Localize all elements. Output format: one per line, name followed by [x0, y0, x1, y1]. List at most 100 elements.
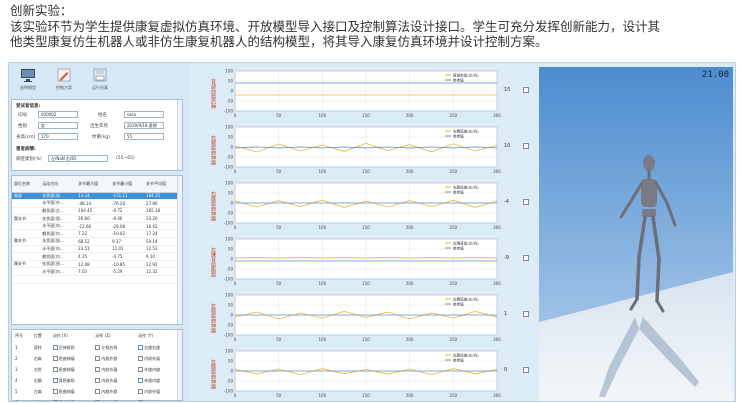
chart-toggle-checkbox[interactable]	[523, 311, 529, 317]
y-tick-label: -50	[226, 323, 233, 328]
table-cell	[12, 275, 41, 284]
action-checkbox-cell[interactable]: 内收外展	[92, 397, 135, 401]
chart-toggle-checkbox[interactable]	[523, 143, 529, 149]
disease-field[interactable]: 左/NaN 右/85	[48, 155, 108, 162]
action-checkbox-cell[interactable]: 屈曲伸展	[50, 397, 93, 402]
simulation-3d-view[interactable]: 21.00	[539, 67, 733, 401]
joint-angle-panel: 部位名称 运动方向 关节最大值 关节最小值 关节平均值 肩部 矢状面(屈... 13…	[11, 175, 183, 325]
action-scrollbar[interactable]	[177, 330, 182, 400]
action-checkbox-cell[interactable]: 外旋内旋	[135, 364, 178, 375]
legend-label: 参考值	[453, 246, 464, 251]
action-checkbox-cell[interactable]: 后伸前屈	[50, 342, 93, 353]
x-tick-label: 250	[450, 281, 458, 286]
id-field[interactable]: 000002	[38, 111, 78, 118]
y-tick-label: 50	[228, 191, 234, 196]
checkbox[interactable]	[52, 400, 58, 401]
checkbox[interactable]	[138, 367, 144, 372]
checkbox-label: 内收外展	[144, 355, 161, 361]
checkbox[interactable]	[52, 345, 58, 350]
checkbox[interactable]	[95, 400, 101, 401]
action-table: 序号 位置 动作 (X) 动作 (Z) 动作 (Y) 1 背柱 后伸前屈 左倾右倾 左旋…	[12, 330, 178, 402]
chart-toggle-checkbox[interactable]	[523, 255, 529, 261]
table-row[interactable]: 髋关节 矢状面(屈... 26.60 -6.66 33.26	[12, 214, 178, 223]
current-value: 15	[504, 87, 511, 93]
table-cell: 踝关节	[12, 260, 41, 269]
x-tick-label: 50	[276, 113, 282, 118]
table-row[interactable]: 额状面(内... 7.22 -10.02 17.24	[12, 229, 178, 239]
subject-info-title: 受试者信息:	[16, 104, 41, 109]
table-row[interactable]: 水平面(外... -48.14 -76.20 27.86	[12, 199, 178, 208]
checkbox[interactable]	[52, 367, 58, 372]
table-row[interactable]: 额状面(内... 4.35 -4.75 9.10	[12, 252, 178, 261]
checkbox[interactable]	[138, 356, 144, 361]
table-cell	[76, 275, 111, 284]
action-checkbox-cell[interactable]: 屈曲伸展	[50, 353, 93, 364]
checkbox[interactable]	[52, 378, 58, 383]
action-checkbox-cell[interactable]: 内旋外旋	[92, 386, 135, 397]
table-row[interactable]: 水平面(内... 23.51 11.01 12.53	[12, 245, 178, 254]
table-row[interactable]: 额状面(左... 164.45 -0.72 165.18	[12, 207, 178, 216]
checkbox[interactable]	[138, 378, 144, 383]
checkbox[interactable]	[138, 389, 144, 394]
run-simulation-button[interactable]: 运行仿真	[85, 65, 115, 95]
checkbox-label: 屈曲伸展	[58, 399, 75, 402]
row-index: 6	[12, 397, 31, 401]
action-checkbox-cell[interactable]: 屈曲伸展	[50, 364, 93, 375]
checkbox[interactable]	[52, 356, 58, 361]
action-checkbox-cell[interactable]: 内收外展	[135, 353, 178, 364]
action-checkbox-cell[interactable]: 屈曲伸展	[50, 386, 93, 397]
action-checkbox-cell[interactable]: 内收外展	[135, 386, 178, 397]
checkbox[interactable]	[95, 378, 101, 383]
table-row[interactable]: 肩部 矢状面(屈... 13.24 -151.11 164.35	[12, 192, 178, 201]
checkbox[interactable]	[138, 345, 144, 350]
subject-scrollbar[interactable]	[177, 100, 182, 170]
table-row[interactable]	[12, 275, 178, 284]
checkbox[interactable]	[138, 400, 144, 401]
action-checkbox-cell[interactable]: 外旋内旋	[135, 375, 178, 386]
table-cell: 165.18	[144, 207, 178, 216]
name-field[interactable]: sasa	[124, 111, 164, 118]
checkbox[interactable]	[52, 389, 58, 394]
row-position: 左肘	[33, 399, 42, 402]
table-cell: 11.01	[110, 245, 145, 254]
table-row[interactable]: 膝关节 矢状面(屈... 68.52 9.37 59.14	[12, 237, 178, 246]
table-cell: 26.60	[76, 214, 111, 223]
birth-field[interactable]: 2020/9/18 星期	[124, 122, 164, 129]
checkbox[interactable]	[95, 367, 101, 372]
action-checkbox-cell[interactable]: 内旋外旋	[92, 353, 135, 364]
row-index: 1	[15, 345, 18, 350]
chart-toggle-checkbox[interactable]	[523, 199, 529, 205]
table-cell	[40, 275, 77, 284]
y-tick-label: -50	[226, 379, 233, 384]
id-label: ID号	[18, 113, 28, 118]
x-tick-label: 300	[493, 393, 501, 398]
checkbox[interactable]	[95, 389, 101, 394]
joint-scrollbar[interactable]	[177, 176, 182, 324]
table-cell: 164.45	[76, 207, 111, 216]
action-checkbox-cell[interactable]: 背屈掌屈	[50, 375, 93, 386]
action-checkbox-cell[interactable]: 内收外展	[92, 364, 135, 375]
current-value: -9	[504, 255, 509, 261]
weight-field[interactable]: 55	[124, 133, 164, 140]
checkbox[interactable]	[95, 345, 101, 350]
y-tick-label: 0	[230, 313, 233, 318]
legend-label: 右膝屈曲(左/右)	[453, 185, 479, 190]
table-row[interactable]: 水平面(内... -12.66 -29.08 16.42	[12, 222, 178, 231]
chart-toggle-checkbox[interactable]	[523, 367, 529, 373]
sex-field[interactable]: 女	[38, 122, 78, 129]
control-plan-button[interactable]: 控制方案	[49, 65, 79, 95]
current-value: 1	[504, 311, 508, 317]
x-tick-label: 100	[319, 113, 327, 118]
chart-toggle-checkbox[interactable]	[523, 87, 529, 93]
table-row[interactable]: 踝关节 矢状面(屈... 12.08 -10.85 22.92	[12, 260, 178, 269]
action-checkbox-cell[interactable]: 内收外展	[92, 375, 135, 386]
action-checkbox-cell[interactable]: 左旋右旋	[135, 342, 178, 353]
height-field[interactable]: 170	[38, 133, 78, 140]
table-row[interactable]: 水平面(内... 7.03 -5.29 12.32	[12, 267, 178, 277]
action-checkbox-cell[interactable]: 外旋内旋	[135, 397, 178, 401]
disease-title: 患者病情:	[16, 147, 36, 152]
action-checkbox-cell[interactable]: 左倾右倾	[92, 342, 135, 353]
checkbox[interactable]	[95, 356, 101, 361]
col-max: 关节最大值	[76, 176, 111, 193]
select-model-button[interactable]: 选择模型	[13, 65, 43, 95]
